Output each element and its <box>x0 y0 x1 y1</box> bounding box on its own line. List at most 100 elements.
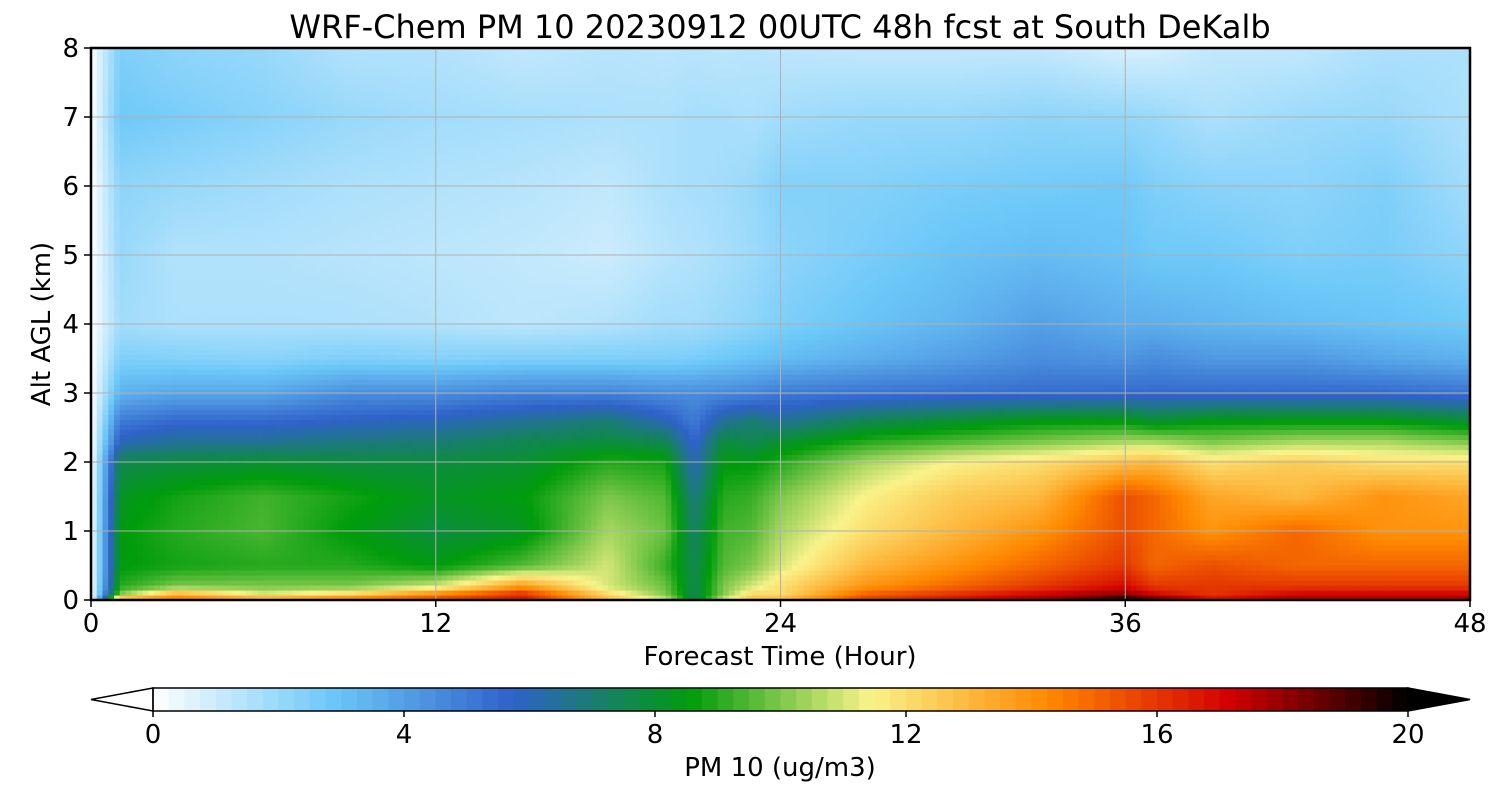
heatmap-cell <box>269 569 276 576</box>
heatmap-cell <box>1406 544 1414 551</box>
heatmap-cell <box>608 494 615 501</box>
heatmap-cell <box>1314 499 1322 506</box>
heatmap-cell <box>240 524 247 531</box>
heatmap-cell <box>1268 529 1276 536</box>
heatmap-cell <box>901 569 908 576</box>
heatmap-cell <box>355 579 362 586</box>
heatmap-cell <box>843 539 851 546</box>
heatmap-cell <box>194 589 201 596</box>
heatmap-cell <box>504 509 512 516</box>
heatmap-cell <box>1148 504 1155 511</box>
heatmap-cell <box>625 539 632 546</box>
heatmap-cell <box>1073 549 1080 556</box>
heatmap-cell <box>654 514 661 521</box>
heatmap-cell <box>636 564 644 571</box>
heatmap-cell <box>349 499 356 506</box>
heatmap-cell <box>797 514 805 521</box>
heatmap-cell <box>935 549 942 556</box>
heatmap-cell <box>108 589 115 596</box>
heatmap-cell <box>366 499 374 506</box>
heatmap-cell <box>475 584 483 591</box>
heatmap-cell <box>1153 529 1161 536</box>
heatmap-cell <box>1033 494 1040 501</box>
heatmap-cell <box>855 594 862 600</box>
heatmap-cell <box>1441 589 1448 596</box>
heatmap-cell <box>165 569 173 576</box>
heatmap-cell <box>711 589 718 596</box>
heatmap-cell <box>1355 594 1362 600</box>
heatmap-cell <box>906 539 914 546</box>
heatmap-cell <box>642 524 649 531</box>
heatmap-cell <box>142 514 150 521</box>
heatmap-cell <box>251 549 259 556</box>
heatmap-cell <box>671 584 678 591</box>
heatmap-cell <box>1343 534 1350 541</box>
heatmap-cell <box>855 524 862 531</box>
heatmap-cell <box>562 519 569 526</box>
heatmap-cell <box>596 584 603 591</box>
heatmap-cell <box>700 549 707 556</box>
heatmap-cell <box>728 589 736 596</box>
heatmap-cell <box>734 569 741 576</box>
heatmap-cell <box>671 554 678 561</box>
heatmap-cell <box>1067 509 1075 516</box>
heatmap-cell <box>1148 589 1155 596</box>
heatmap-cell <box>1406 594 1414 600</box>
heatmap-cell <box>883 549 891 556</box>
heatmap-cell <box>843 509 851 516</box>
heatmap-cell <box>447 549 454 556</box>
heatmap-cell <box>131 549 138 556</box>
heatmap-cell <box>1251 529 1259 536</box>
heatmap-cell <box>1429 539 1437 546</box>
heatmap-cell <box>728 524 736 531</box>
heatmap-cell <box>1268 579 1276 586</box>
heatmap-cell <box>1188 569 1195 576</box>
heatmap-cell <box>740 524 747 531</box>
heatmap-cell <box>113 504 121 511</box>
heatmap-cell <box>1263 549 1270 556</box>
heatmap-cell <box>1136 569 1144 576</box>
heatmap-cell <box>1452 499 1460 506</box>
heatmap-cell <box>458 544 466 551</box>
heatmap-cell <box>918 589 925 596</box>
heatmap-cell <box>332 514 339 521</box>
heatmap-cell <box>332 504 339 511</box>
heatmap-cell <box>947 569 954 576</box>
heatmap-cell <box>1326 524 1333 531</box>
heatmap-cell <box>1320 554 1327 561</box>
heatmap-cell <box>947 504 954 511</box>
heatmap-cell <box>590 514 598 521</box>
heatmap-cell <box>952 574 960 581</box>
heatmap-cell <box>510 499 517 506</box>
heatmap-cell <box>843 554 851 561</box>
heatmap-cell <box>315 594 322 600</box>
heatmap-cell <box>705 584 713 591</box>
heatmap-cell <box>774 504 782 511</box>
heatmap-cell <box>407 539 414 546</box>
heatmap-cell <box>1171 574 1178 581</box>
heatmap-cell <box>493 494 500 501</box>
heatmap-cell <box>757 594 764 600</box>
heatmap-cell <box>389 574 397 581</box>
heatmap-cell <box>1096 579 1103 586</box>
heatmap-cell <box>837 504 845 511</box>
heatmap-cell <box>970 554 977 561</box>
heatmap-cell <box>1447 539 1454 546</box>
heatmap-cell <box>872 559 879 566</box>
heatmap-cell <box>1429 549 1437 556</box>
heatmap-cell <box>1016 579 1023 586</box>
heatmap-cell <box>1332 534 1339 541</box>
heatmap-cell <box>1148 524 1155 531</box>
heatmap-cell <box>544 594 552 600</box>
heatmap-cell <box>728 494 736 501</box>
heatmap-cell <box>723 514 730 521</box>
heatmap-cell <box>590 509 598 516</box>
heatmap-cell <box>1165 554 1172 561</box>
heatmap-cell <box>970 574 977 581</box>
heatmap-cell <box>493 584 500 591</box>
heatmap-cell <box>1337 519 1345 526</box>
heatmap-cell <box>211 554 219 561</box>
heatmap-cell <box>539 554 546 561</box>
heatmap-cell <box>1314 559 1322 566</box>
heatmap-cell <box>814 539 822 546</box>
